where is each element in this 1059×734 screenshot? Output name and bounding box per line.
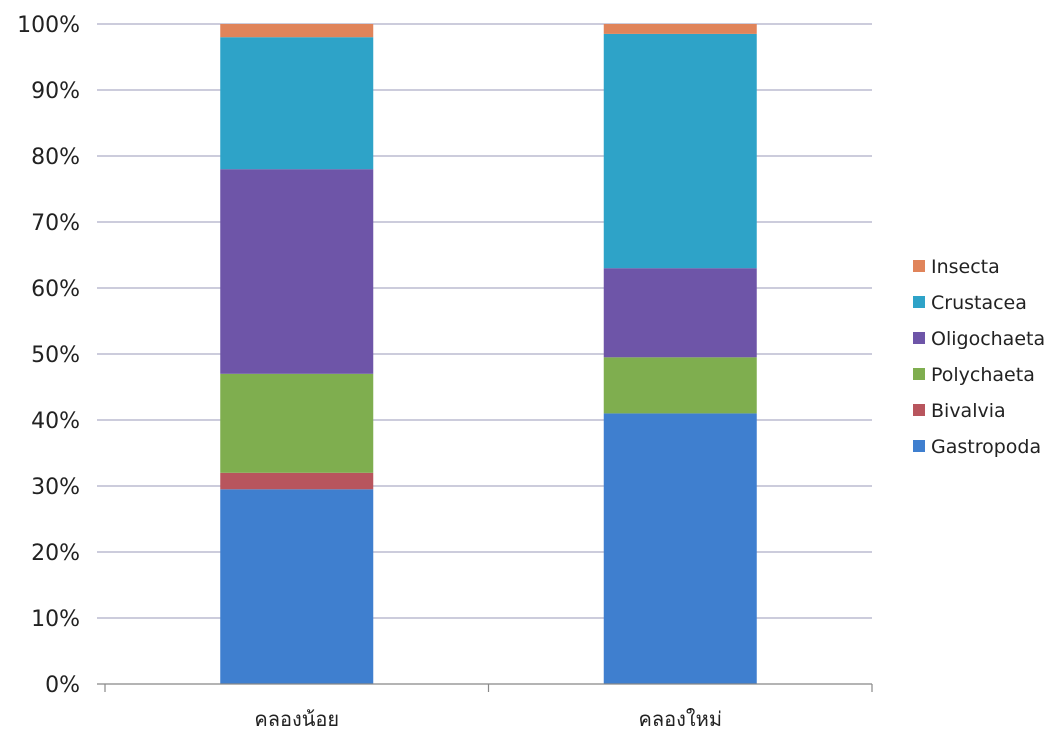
x-category-label: คลองใหม่ xyxy=(638,707,722,731)
legend-label: Insecta xyxy=(931,256,1000,278)
bar-segment xyxy=(220,169,374,374)
legend-label: Gastropoda xyxy=(931,436,1041,458)
legend-swatch xyxy=(913,332,925,344)
bar-segment xyxy=(220,24,374,38)
y-tick-label: 20% xyxy=(31,541,80,566)
bar-segment xyxy=(603,24,757,34)
y-tick-label: 30% xyxy=(31,475,80,500)
legend-swatch xyxy=(913,260,925,272)
legend-label: Polychaeta xyxy=(931,364,1035,386)
bar-segment xyxy=(220,37,374,170)
legend-label: Crustacea xyxy=(931,292,1027,314)
bars xyxy=(220,24,757,684)
x-axis-category-labels: คลองน้อย คลองใหม่ xyxy=(254,707,722,731)
bar-segment xyxy=(220,373,374,473)
y-tick-label: 100% xyxy=(17,13,80,38)
bar-segment xyxy=(220,472,374,490)
legend-swatch xyxy=(913,440,925,452)
y-tick-label: 80% xyxy=(31,145,80,170)
bar-segment xyxy=(220,489,374,684)
legend-swatch xyxy=(913,404,925,416)
legend-swatch xyxy=(913,296,925,308)
y-tick-label: 90% xyxy=(31,79,80,104)
bar-segment xyxy=(603,357,757,414)
y-tick-label: 70% xyxy=(31,211,80,236)
bar-segment xyxy=(603,413,757,684)
y-tick-label: 10% xyxy=(31,607,80,632)
legend-label: Bivalvia xyxy=(931,400,1006,422)
y-axis-tick-labels: 0% 10% 20% 30% 40% 50% 60% 70% 80% 90% 100% xyxy=(17,13,80,698)
legend-swatch xyxy=(913,368,925,380)
legend-label: Oligochaeta xyxy=(931,328,1045,350)
y-tick-label: 0% xyxy=(45,673,80,698)
legend: Insecta Crustacea Oligochaeta Polychaeta Biv… xyxy=(913,256,1045,458)
y-tick-label: 60% xyxy=(31,277,80,302)
bar-segment xyxy=(603,268,757,358)
y-tick-label: 40% xyxy=(31,409,80,434)
x-axis xyxy=(97,683,873,692)
bar-segment xyxy=(603,33,757,269)
y-tick-label: 50% xyxy=(31,343,80,368)
x-category-label: คลองน้อย xyxy=(254,707,339,731)
